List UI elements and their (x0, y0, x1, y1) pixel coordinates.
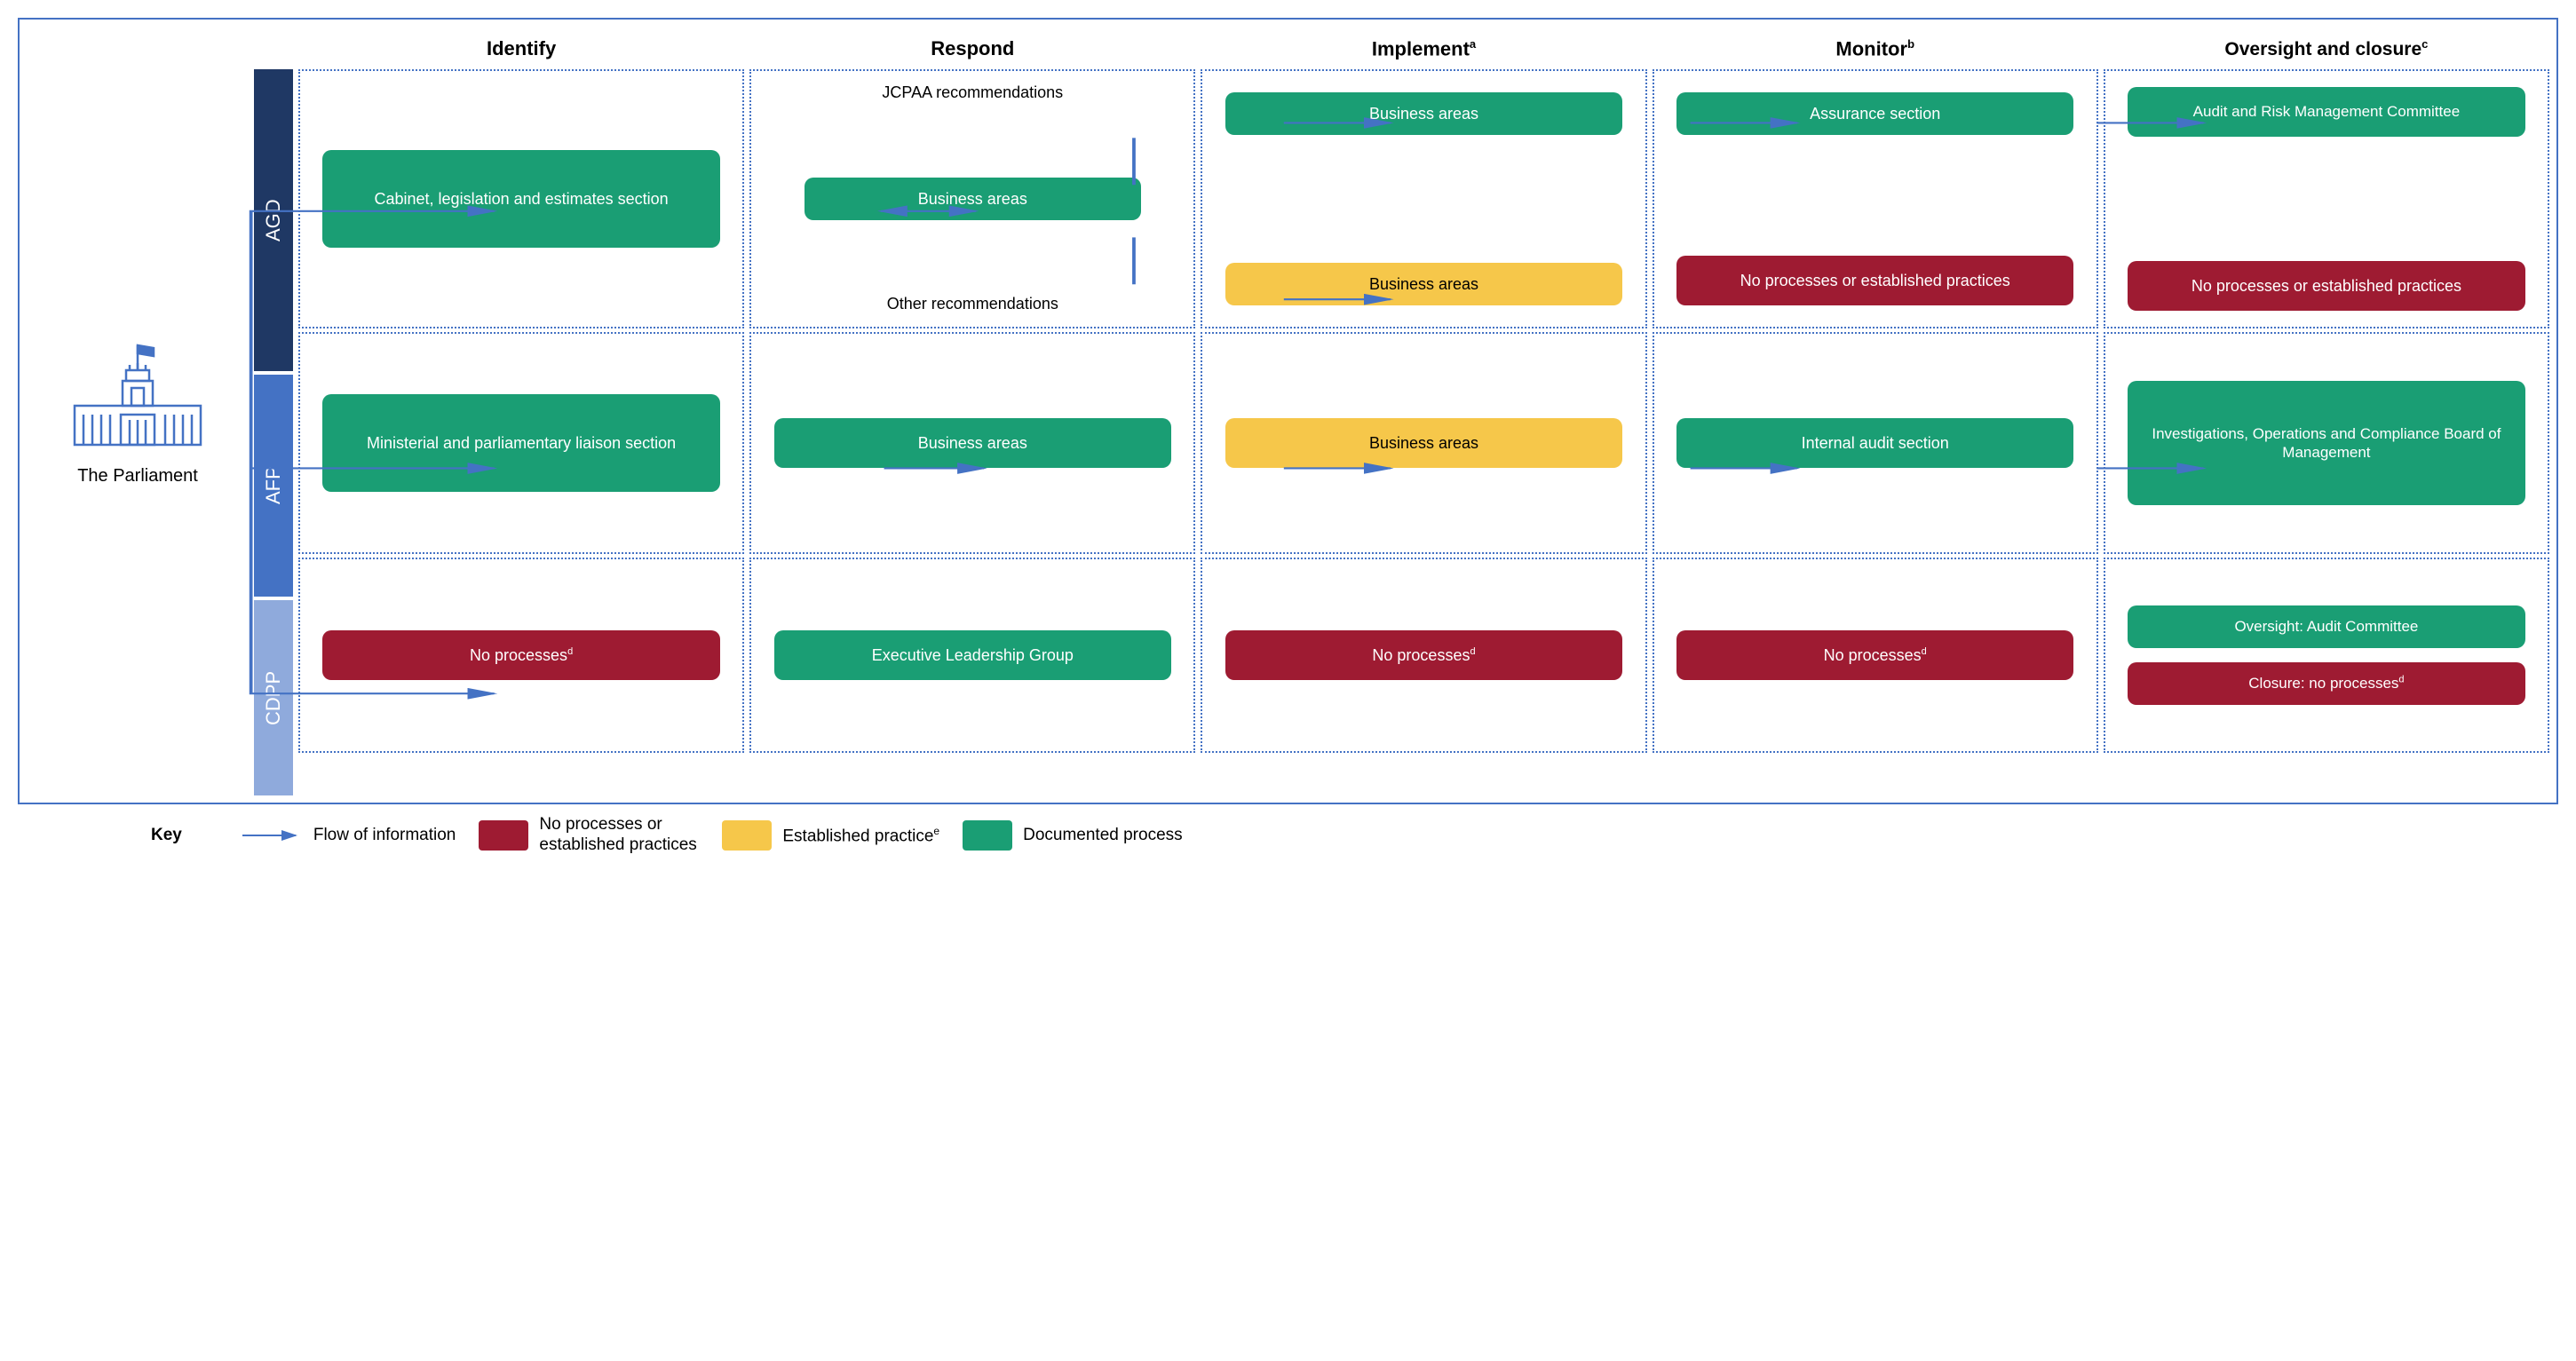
col-oversight: Oversight and closurec Audit and Risk Ma… (2104, 27, 2549, 795)
cdpp-respond: Executive Leadership Group (749, 558, 1195, 753)
agd-identify-chip: Cabinet, legislation and estimates secti… (322, 150, 719, 248)
afp-oversight: Investigations, Operations and Complianc… (2104, 332, 2549, 554)
cdpp-oversight-bot: Closure: no processesd (2128, 662, 2524, 705)
grid-area: Identify Cabinet, legislation and estima… (298, 27, 2549, 795)
col-implement: Implementa Business areas Business areas… (1201, 27, 1646, 795)
cdpp-oversight-bot-sup: d (2398, 675, 2404, 685)
parliament-label: The Parliament (77, 466, 198, 487)
header-implement-sup: a (1470, 37, 1476, 51)
agd-implement-bot: Business areas (1225, 263, 1622, 305)
agd-identify: Cabinet, legislation and estimates secti… (298, 69, 744, 328)
agd-respond-bot: Other recommendations (887, 295, 1058, 314)
parliament-icon (62, 336, 213, 461)
header-monitor-text: Monitor (1835, 37, 1907, 59)
header-monitor: Monitorb (1653, 27, 2098, 69)
legend-red-swatch (479, 820, 528, 851)
afp-respond-chip: Business areas (774, 418, 1171, 468)
col-respond: Respond JCPAA recommendations Business a… (749, 27, 1195, 795)
agd-implement-top: Business areas (1225, 92, 1622, 135)
header-respond: Respond (749, 27, 1195, 69)
legend-yellow-text: Established practice (782, 827, 933, 845)
header-oversight-sup: c (2421, 37, 2428, 51)
agd-monitor-bot: No processes or established practices (1676, 256, 2073, 305)
afp-monitor: Internal audit section (1653, 332, 2098, 554)
cdpp-implement: No processesd (1201, 558, 1646, 753)
cdpp-monitor-chip: No processesd (1676, 630, 2073, 680)
afp-implement-chip: Business areas (1225, 418, 1622, 468)
legend-yellow-sup: e (933, 825, 939, 837)
header-monitor-sup: b (1907, 37, 1914, 51)
cdpp-oversight-bot-text: Closure: no processes (2248, 675, 2398, 692)
cdpp-identify-text: No processes (470, 646, 567, 664)
afp-implement: Business areas (1201, 332, 1646, 554)
agd-oversight: Audit and Risk Management Committee No p… (2104, 69, 2549, 328)
cdpp-respond-chip: Executive Leadership Group (774, 630, 1171, 680)
cdpp-monitor: No processesd (1653, 558, 2098, 753)
cdpp-identify-chip: No processesd (322, 630, 719, 680)
cdpp-implement-sup: d (1470, 646, 1475, 657)
header-implement: Implementa (1201, 27, 1646, 69)
agd-oversight-bot: No processes or established practices (2128, 261, 2524, 311)
legend-green-swatch (963, 820, 1012, 851)
legend-red-text: No processes or established practices (539, 815, 699, 856)
cdpp-identify: No processesd (298, 558, 744, 753)
agd-respond-mid: Business areas (805, 178, 1141, 220)
afp-label: AFP (254, 375, 293, 597)
cdpp-monitor-sup: d (1922, 646, 1927, 657)
col-identify: Identify Cabinet, legislation and estima… (298, 27, 744, 795)
agd-respond: JCPAA recommendations Business areas Oth… (749, 69, 1195, 328)
legend-red: No processes or established practices (479, 815, 699, 856)
agd-monitor-top: Assurance section (1676, 92, 2073, 135)
agd-label: AGD (254, 69, 293, 371)
col-monitor: Monitorb Assurance section No processes … (1653, 27, 2098, 795)
cdpp-oversight: Oversight: Audit Committee Closure: no p… (2104, 558, 2549, 753)
cdpp-oversight-top: Oversight: Audit Committee (2128, 605, 2524, 648)
cdpp-implement-chip: No processesd (1225, 630, 1622, 680)
legend-green-text: Documented process (1023, 826, 1183, 845)
legend-flow: Flow of information (241, 826, 456, 845)
agd-implement: Business areas Business areas (1201, 69, 1646, 328)
diagram-frame: The Parliament AGD AFP CDPP Identify Cab… (18, 18, 2558, 804)
cdpp-monitor-text: No processes (1824, 646, 1922, 664)
agd-oversight-top: Audit and Risk Management Committee (2128, 87, 2524, 137)
agd-monitor: Assurance section No processes or establ… (1653, 69, 2098, 328)
afp-monitor-chip: Internal audit section (1676, 418, 2073, 468)
row-label-column: AGD AFP CDPP (254, 27, 293, 795)
left-panel: The Parliament (27, 27, 249, 795)
afp-respond: Business areas (749, 332, 1195, 554)
cdpp-identify-sup: d (567, 646, 573, 657)
cdpp-label: CDPP (254, 600, 293, 795)
legend-key: Key (151, 826, 182, 845)
afp-oversight-chip: Investigations, Operations and Complianc… (2128, 381, 2524, 505)
legend-yellow-swatch (722, 820, 772, 851)
header-implement-text: Implement (1372, 37, 1470, 59)
header-oversight: Oversight and closurec (2104, 27, 2549, 69)
header-oversight-text: Oversight and closure (2224, 39, 2421, 59)
legend-yellow: Established practicee (722, 820, 939, 851)
header-identify: Identify (298, 27, 744, 69)
cdpp-implement-text: No processes (1372, 646, 1470, 664)
legend: Key Flow of information No processes or … (18, 804, 2558, 861)
afp-identify-chip: Ministerial and parliamentary liaison se… (322, 394, 719, 492)
afp-identify: Ministerial and parliamentary liaison se… (298, 332, 744, 554)
legend-flow-text: Flow of information (313, 826, 456, 845)
legend-green: Documented process (963, 820, 1183, 851)
agd-respond-top: JCPAA recommendations (882, 83, 1063, 103)
